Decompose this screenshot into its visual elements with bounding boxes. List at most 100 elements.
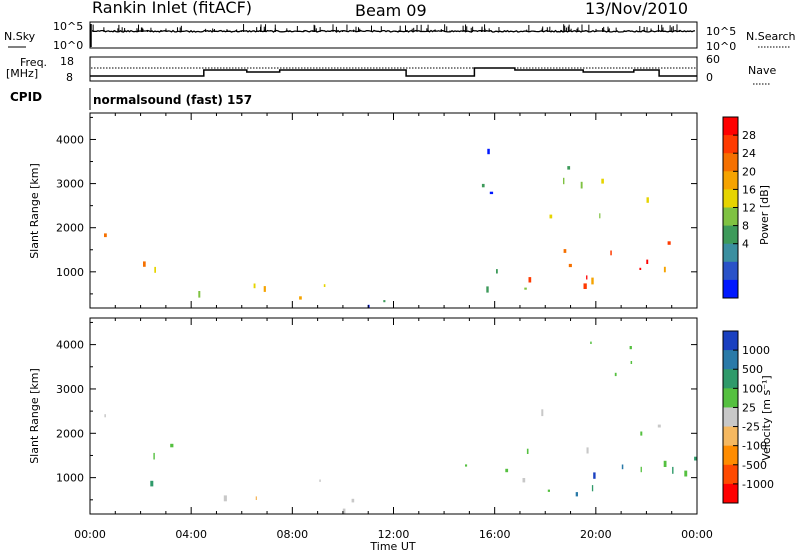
velocity-cell xyxy=(153,452,155,460)
nsky-trace xyxy=(90,24,696,47)
cpid-value: normalsound (fast) 157 xyxy=(93,93,252,107)
velocity-marks xyxy=(104,341,697,514)
power-colorbar-tick-label: 8 xyxy=(742,220,749,233)
cpid-label: CPID xyxy=(10,90,42,104)
time-axis-title: Time UT xyxy=(369,540,415,553)
power-cell xyxy=(563,177,565,185)
velocity-colorbar-segment xyxy=(723,369,738,389)
velocity-yticks: 1000 2000 3000 4000 xyxy=(56,321,697,501)
time-axis-tick-label: 12:00 xyxy=(378,528,410,541)
date-title: 13/Nov/2010 xyxy=(585,0,688,18)
power-cell xyxy=(583,283,587,289)
power-cell xyxy=(383,300,386,303)
velocity-cell xyxy=(351,498,355,503)
power-cell xyxy=(667,241,671,245)
velocity-ytick-label: 1000 xyxy=(56,472,84,485)
freq-hi-tick: 18 xyxy=(60,55,74,68)
power-cell xyxy=(610,250,612,256)
power-cell xyxy=(486,286,489,293)
velocity-cell xyxy=(547,489,550,492)
power-colorbar-segment xyxy=(723,135,738,154)
nsky-label: N.Sky xyxy=(4,30,36,43)
nsearch-lo-tick: 10^0 xyxy=(706,40,736,53)
power-cell xyxy=(591,277,594,285)
power-ylabel: Slant Range [km] xyxy=(28,163,41,259)
power-cell xyxy=(599,213,601,219)
velocity-ytick-label: 4000 xyxy=(56,339,84,352)
velocity-colorbar: 1000 500 100 25 -25 -100 -500 -1000 xyxy=(722,330,774,504)
power-colorbar-tick-label: 20 xyxy=(742,165,756,178)
power-cell xyxy=(646,197,649,203)
velocity-cell xyxy=(255,496,257,500)
velocity-colorbar-tick-label: -100 xyxy=(742,440,767,453)
time-axis-tick-label: 08:00 xyxy=(276,528,308,541)
power-marks xyxy=(104,148,671,309)
power-cell xyxy=(299,296,302,300)
velocity-colorbar-tick-label: -1000 xyxy=(742,478,774,491)
power-colorbar-segment xyxy=(723,207,738,227)
freq-label: Freq. xyxy=(20,56,47,69)
power-cell xyxy=(154,266,156,273)
velocity-colorbar-tick-label: 100 xyxy=(742,382,763,395)
velocity-cell xyxy=(586,447,589,454)
velocity-colorbar-segment xyxy=(723,464,738,485)
freq-lo-tick: 8 xyxy=(66,71,73,84)
power-cell xyxy=(601,178,604,184)
power-colorbar-segment xyxy=(723,153,738,172)
power-cell xyxy=(524,287,527,290)
power-cell xyxy=(568,263,572,268)
power-colorbar-tick-label: 4 xyxy=(742,238,749,251)
power-ytick-label: 4000 xyxy=(56,133,84,146)
power-colorbar-tick-label: 12 xyxy=(742,202,756,215)
velocity-cell xyxy=(170,443,174,448)
power-colorbar-segment xyxy=(723,243,738,263)
velocity-cell xyxy=(694,456,697,461)
velocity-colorbar-label: Velocity [m s⁻¹] xyxy=(760,375,773,460)
time-axis-tick-label: 00:00 xyxy=(681,528,713,541)
power-panel xyxy=(90,113,697,308)
velocity-cell xyxy=(684,470,688,477)
power-xticks xyxy=(89,113,698,308)
power-cell xyxy=(198,291,201,298)
velocity-colorbar-segment xyxy=(723,426,738,447)
velocity-xticks xyxy=(89,318,698,514)
velocity-colorbar-tick-label: -500 xyxy=(742,459,767,472)
velocity-colorbar-segment xyxy=(723,388,738,408)
power-cell xyxy=(639,267,642,270)
power-cell xyxy=(663,266,666,273)
velocity-colorbar-tick-label: -25 xyxy=(742,421,760,434)
velocity-cell xyxy=(526,448,529,454)
power-cell xyxy=(549,214,553,219)
power-colorbar-segment xyxy=(723,225,738,245)
power-cell xyxy=(481,183,485,188)
velocity-cell xyxy=(591,485,594,492)
velocity-cell xyxy=(541,409,544,417)
nsky-hi-tick: 10^5 xyxy=(53,20,83,33)
velocity-colorbar-segment xyxy=(723,331,738,351)
velocity-cell xyxy=(104,414,106,418)
power-cell xyxy=(528,277,532,283)
velocity-cell xyxy=(629,346,632,350)
nsearch-hi-tick: 10^5 xyxy=(706,25,736,38)
freq-unit: [MHz] xyxy=(6,67,38,80)
time-axis-labels: 00:00 04:00 08:00 12:00 16:00 20:00 00:00 xyxy=(74,528,713,541)
power-colorbar-label: Power [dB] xyxy=(758,185,771,245)
time-axis-tick-label: 04:00 xyxy=(175,528,207,541)
velocity-colorbar-segment xyxy=(723,407,738,428)
time-axis-tick-label: 00:00 xyxy=(74,528,106,541)
velocity-ytick-label: 2000 xyxy=(56,427,84,440)
power-colorbar-segment xyxy=(723,171,738,190)
power-ytick-label: 3000 xyxy=(56,178,84,191)
velocity-cell xyxy=(630,361,633,364)
velocity-cell xyxy=(465,464,468,467)
nsky-panel xyxy=(89,21,698,49)
power-cell xyxy=(586,275,588,280)
power-colorbar: 28 24 20 16 12 8 4 xyxy=(722,116,756,299)
velocity-colorbar-segment xyxy=(723,350,738,370)
nave-hi-tick: 60 xyxy=(706,53,720,66)
velocity-cell xyxy=(640,466,642,473)
freq-panel xyxy=(89,56,698,82)
velocity-cell xyxy=(672,466,674,474)
power-colorbar-segment xyxy=(723,117,738,136)
velocity-cell xyxy=(640,431,643,436)
